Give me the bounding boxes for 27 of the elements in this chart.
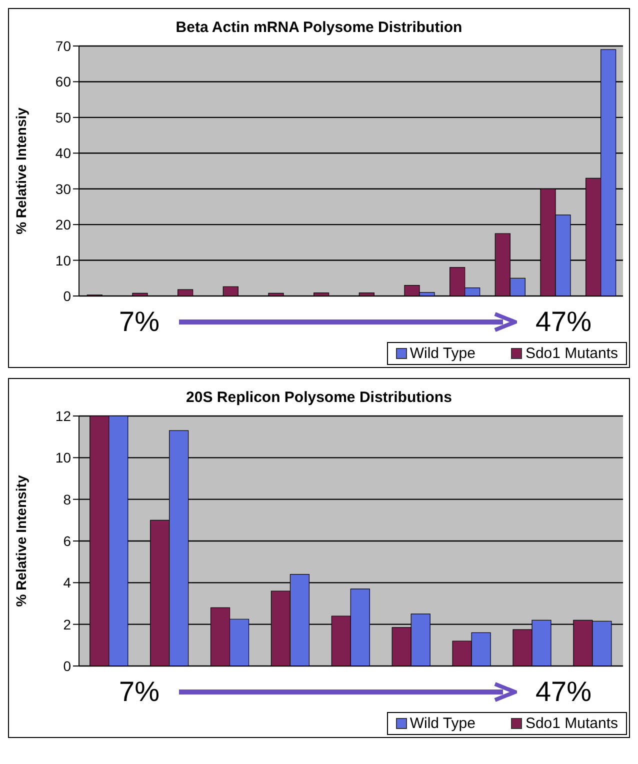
legend-label: Wild Type xyxy=(408,345,476,362)
y-tick-label: 20 xyxy=(55,216,72,233)
y-tick-label: 70 xyxy=(55,38,72,54)
y-tick-label: 50 xyxy=(55,109,72,126)
text: 47% xyxy=(535,306,592,338)
y-tick-label: 12 xyxy=(55,408,72,424)
y-tick-label: 6 xyxy=(63,532,72,549)
y-tick-label: 8 xyxy=(63,491,72,508)
y-axis-title: % Relative Intensity xyxy=(12,475,29,607)
text: 47% xyxy=(535,676,592,708)
text: 7% xyxy=(119,676,160,708)
y-tick-label: 10 xyxy=(55,450,72,466)
text: 7% xyxy=(119,306,160,338)
y-tick-label: 4 xyxy=(63,574,72,591)
y-tick-label: 2 xyxy=(63,616,72,632)
legend-label: Sdo1 Mutants xyxy=(524,715,618,732)
y-axis-title: % Relative Intensiy xyxy=(12,107,29,234)
legend-label: Sdo1 Mutants xyxy=(524,345,618,362)
y-tick-label: 10 xyxy=(55,252,72,268)
y-tick-label: 30 xyxy=(55,180,72,197)
y-tick-label: 0 xyxy=(63,658,72,674)
chart-title: Beta Actin mRNA Polysome Distribution xyxy=(176,19,462,36)
legend-label: Wild Type xyxy=(408,715,476,732)
chart-title: 20S Replicon Polysome Distributions xyxy=(186,389,452,406)
y-tick-label: 60 xyxy=(55,74,72,90)
y-tick-label: 40 xyxy=(55,145,72,162)
y-tick-label: 0 xyxy=(63,288,72,304)
